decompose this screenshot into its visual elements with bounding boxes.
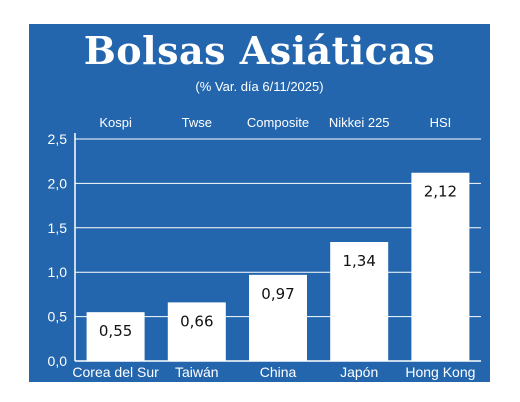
bar-value-label: 0,55 (99, 322, 132, 340)
index-name-label: HSI (430, 115, 452, 130)
chart-subtitle: (% Var. día 6/11/2025) (195, 79, 324, 94)
x-category-label: Taiwán (175, 364, 219, 380)
y-tick-label: 1,0 (48, 264, 68, 280)
bar (330, 242, 389, 361)
index-name-label: Nikkei 225 (329, 115, 390, 130)
chart-title: Bolsas Asiáticas (83, 28, 436, 73)
bar-value-label: 0,97 (261, 285, 294, 303)
y-tick-label: 0,5 (48, 309, 68, 325)
bar (167, 302, 226, 361)
bar (249, 274, 307, 361)
y-tick-label: 2,0 (48, 175, 68, 191)
bar (86, 312, 145, 361)
index-name-label: Composite (247, 115, 309, 130)
y-tick-label: 1,5 (48, 220, 68, 236)
index-name-label: Twse (182, 115, 212, 130)
y-tick-label: 0,0 (48, 353, 68, 369)
x-category-label: Corea del Sur (72, 364, 159, 380)
index-name-label: Kospi (99, 115, 132, 130)
y-tick-label: 2,5 (48, 131, 68, 147)
bar-value-label: 1,34 (342, 252, 375, 270)
bar-value-label: 0,66 (180, 312, 213, 330)
x-category-label: China (260, 364, 297, 380)
bar (411, 172, 470, 361)
x-category-label: Hong Kong (405, 364, 475, 380)
bar-value-label: 2,12 (424, 183, 457, 201)
x-category-label: Japón (340, 364, 378, 380)
